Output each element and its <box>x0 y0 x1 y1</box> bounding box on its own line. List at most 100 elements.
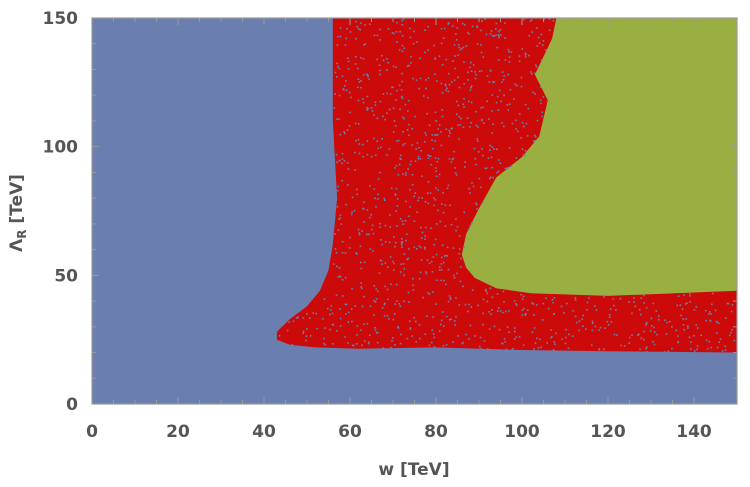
speckle-dot <box>399 271 402 273</box>
speckle-dot <box>480 29 482 32</box>
speckle-dot <box>366 233 368 236</box>
speckle-dot <box>399 218 402 220</box>
speckle-dot <box>489 33 492 35</box>
speckle-dot <box>363 340 366 342</box>
speckle-dot <box>401 80 403 83</box>
speckle-dot <box>421 197 423 199</box>
speckle-dot <box>521 148 524 150</box>
speckle-dot <box>498 89 501 92</box>
speckle-dot <box>727 302 730 305</box>
speckle-dot <box>415 320 417 323</box>
speckle-dot <box>374 197 376 200</box>
speckle-dot <box>323 337 325 340</box>
speckle-dot <box>574 315 577 318</box>
speckle-dot <box>462 126 465 128</box>
speckle-dot <box>497 170 500 173</box>
speckle-dot <box>493 35 495 37</box>
speckle-dot <box>449 132 451 134</box>
speckle-dot <box>411 127 413 130</box>
speckle-dot <box>473 147 476 150</box>
speckle-dot <box>467 79 469 81</box>
speckle-dot <box>523 308 525 310</box>
y-axis-ticks: 0 50 100 150 <box>43 9 737 415</box>
speckle-dot <box>553 341 556 343</box>
speckle-dot <box>379 28 381 31</box>
speckle-dot <box>375 332 378 334</box>
speckle-dot <box>345 89 348 92</box>
speckle-dot <box>432 256 435 258</box>
speckle-dot <box>388 241 391 244</box>
speckle-dot <box>394 193 397 195</box>
speckle-dot <box>508 56 511 58</box>
speckle-dot <box>380 259 383 262</box>
speckle-dot <box>430 227 432 230</box>
y-tick-label: 0 <box>66 395 78 415</box>
speckle-dot <box>392 86 394 88</box>
speckle-dot <box>483 122 485 124</box>
speckle-dot <box>453 277 456 279</box>
speckle-dot <box>309 335 312 337</box>
speckle-dot <box>306 327 308 330</box>
speckle-dot <box>536 119 539 122</box>
speckle-dot <box>550 336 552 339</box>
speckle-dot <box>533 314 535 316</box>
speckle-dot <box>496 46 499 49</box>
speckle-dot <box>348 125 351 127</box>
speckle-dot <box>420 237 423 239</box>
speckle-dot <box>475 163 477 166</box>
speckle-dot <box>474 335 476 337</box>
speckle-dot <box>616 334 618 336</box>
speckle-dot <box>379 73 381 76</box>
speckle-dot <box>469 324 472 327</box>
speckle-dot <box>447 90 450 93</box>
speckle-dot <box>499 29 502 31</box>
speckle-dot <box>323 298 326 300</box>
speckle-dot <box>322 318 324 320</box>
speckle-dot <box>403 300 405 303</box>
speckle-dot <box>302 317 304 319</box>
speckle-dot <box>376 58 378 61</box>
speckle-dot <box>508 331 510 334</box>
speckle-dot <box>329 309 332 311</box>
speckle-dot <box>425 134 427 136</box>
speckle-dot <box>443 279 445 282</box>
speckle-dot <box>413 246 416 249</box>
speckle-dot <box>413 220 416 222</box>
speckle-dot <box>640 337 643 340</box>
speckle-dot <box>363 295 365 298</box>
speckle-dot <box>604 327 606 329</box>
speckle-dot <box>455 100 458 103</box>
speckle-dot <box>410 62 412 64</box>
speckle-dot <box>403 117 405 120</box>
speckle-dot <box>335 252 338 254</box>
speckle-dot <box>451 127 453 129</box>
speckle-dot <box>467 310 469 313</box>
speckle-dot <box>407 301 410 303</box>
speckle-dot <box>379 259 382 262</box>
speckle-dot <box>435 303 437 305</box>
speckle-dot <box>411 183 414 186</box>
speckle-dot <box>399 305 402 307</box>
speckle-dot <box>381 307 384 309</box>
speckle-dot <box>471 25 474 28</box>
speckle-dot <box>523 154 526 157</box>
speckle-dot <box>349 31 352 33</box>
speckle-dot <box>337 185 339 188</box>
speckle-dot <box>500 100 502 103</box>
speckle-dot <box>522 154 525 156</box>
speckle-dot <box>398 163 401 166</box>
speckle-dot <box>350 308 353 310</box>
speckle-dot <box>421 175 423 177</box>
speckle-dot <box>533 348 535 350</box>
speckle-dot <box>375 298 378 300</box>
speckle-dot <box>498 159 500 161</box>
speckle-dot <box>531 31 533 33</box>
speckle-dot <box>710 346 712 349</box>
speckle-dot <box>364 24 366 26</box>
speckle-dot <box>419 77 422 80</box>
speckle-dot <box>489 149 491 151</box>
speckle-dot <box>399 157 401 160</box>
speckle-dot <box>533 327 536 329</box>
speckle-dot <box>366 322 369 325</box>
speckle-dot <box>360 86 362 89</box>
